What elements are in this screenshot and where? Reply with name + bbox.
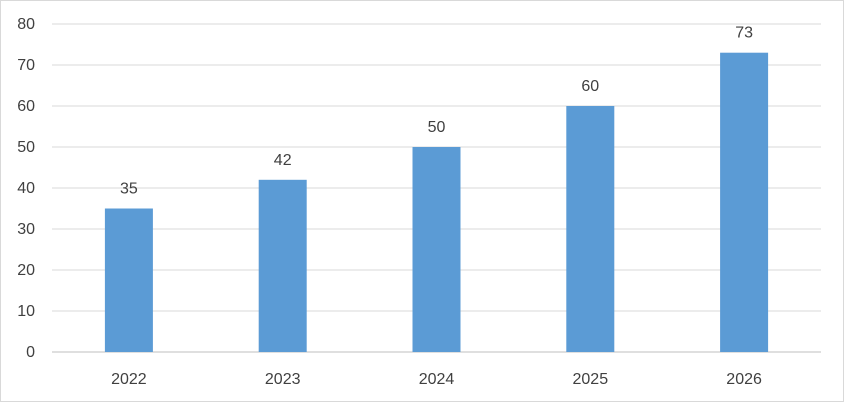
data-label-2025: 60 <box>581 78 599 95</box>
y-tick-label: 40 <box>17 180 35 197</box>
x-tick-label: 2024 <box>419 371 455 388</box>
bar-2025 <box>566 106 615 352</box>
x-tick-label: 2023 <box>265 371 301 388</box>
y-tick-label: 70 <box>17 57 35 74</box>
bar-2024 <box>412 147 461 352</box>
data-label-2026: 73 <box>735 25 753 42</box>
data-label-2024: 50 <box>428 119 446 136</box>
x-tick-label: 2026 <box>726 371 762 388</box>
bar-2026 <box>720 52 769 352</box>
bar-2023 <box>258 179 307 352</box>
x-tick-label: 2022 <box>111 371 147 388</box>
y-tick-label: 80 <box>17 16 35 33</box>
y-tick-label: 60 <box>17 98 35 115</box>
y-tick-label: 10 <box>17 303 35 320</box>
data-label-2022: 35 <box>120 181 138 198</box>
bar-2022 <box>104 208 153 352</box>
y-tick-label: 20 <box>17 262 35 279</box>
y-tick-label: 50 <box>17 139 35 156</box>
data-label-2023: 42 <box>274 152 292 169</box>
x-tick-label: 2025 <box>573 371 609 388</box>
y-tick-label: 30 <box>17 221 35 238</box>
y-tick-label: 0 <box>26 344 35 361</box>
